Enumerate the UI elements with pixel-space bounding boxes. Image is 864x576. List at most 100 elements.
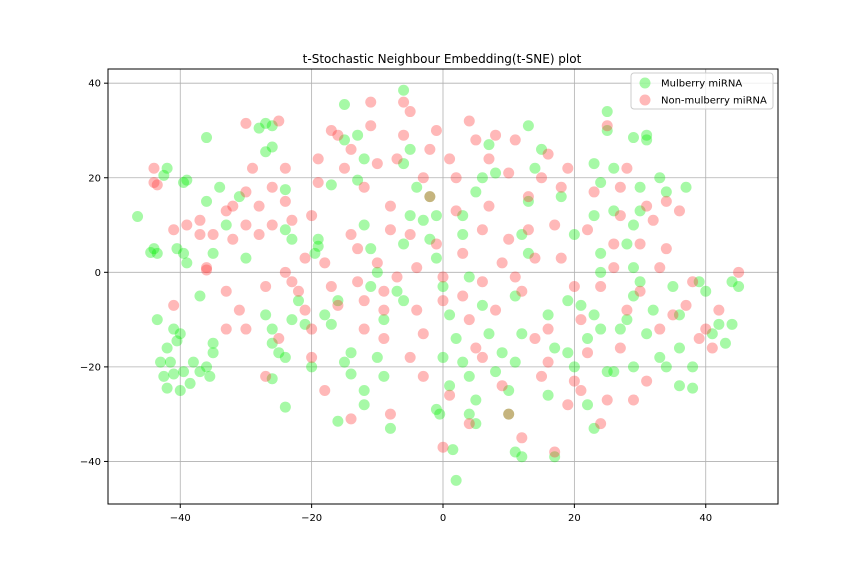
- data-point: [201, 132, 213, 144]
- y-tick-label: −20: [80, 362, 101, 373]
- x-tick-label: 0: [440, 513, 446, 524]
- data-point: [457, 290, 469, 302]
- data-point: [536, 172, 548, 184]
- data-point: [358, 385, 370, 397]
- data-point: [312, 233, 324, 245]
- data-point: [266, 323, 278, 335]
- data-point: [562, 347, 574, 359]
- data-point: [608, 162, 620, 174]
- data-point: [608, 205, 620, 217]
- data-point: [680, 299, 692, 311]
- data-point: [404, 106, 416, 118]
- data-point: [575, 314, 587, 326]
- data-point: [345, 228, 357, 240]
- data-point: [286, 233, 298, 245]
- data-point: [181, 257, 193, 269]
- data-point: [457, 210, 469, 222]
- data-point: [434, 408, 446, 420]
- data-point: [568, 375, 580, 387]
- data-point: [345, 413, 357, 425]
- data-point: [325, 124, 337, 136]
- data-point: [555, 191, 567, 203]
- data-point: [641, 134, 653, 146]
- data-point: [194, 228, 206, 240]
- data-point: [161, 382, 173, 394]
- data-point: [358, 153, 370, 165]
- data-point: [614, 210, 626, 222]
- data-point: [463, 418, 475, 430]
- data-point: [496, 257, 508, 269]
- data-point: [365, 281, 377, 292]
- data-point: [621, 162, 633, 174]
- data-point: [660, 186, 672, 198]
- data-point: [654, 172, 666, 184]
- data-point: [582, 399, 594, 411]
- y-tick-label: −40: [80, 457, 101, 468]
- data-point: [424, 191, 436, 203]
- data-point: [693, 276, 705, 288]
- data-point: [634, 205, 646, 217]
- data-point: [490, 366, 502, 378]
- data-point: [575, 299, 587, 311]
- data-point: [687, 361, 699, 373]
- data-point: [627, 262, 639, 274]
- data-point: [240, 186, 252, 198]
- data-point: [621, 314, 633, 326]
- data-point: [700, 285, 712, 297]
- data-point: [391, 271, 403, 283]
- data-point: [627, 394, 639, 406]
- data-point: [575, 385, 587, 397]
- data-point: [171, 335, 183, 347]
- data-point: [447, 444, 459, 456]
- data-point: [529, 252, 541, 264]
- data-point: [201, 264, 213, 276]
- data-point: [247, 162, 259, 174]
- data-point: [279, 195, 291, 207]
- data-point: [319, 257, 331, 269]
- data-point: [588, 158, 600, 170]
- data-point: [148, 176, 160, 188]
- data-point: [450, 172, 462, 184]
- data-point: [345, 347, 357, 359]
- data-point: [476, 224, 488, 236]
- data-point: [476, 351, 488, 363]
- data-point: [227, 233, 239, 245]
- data-point: [627, 361, 639, 373]
- data-point: [151, 314, 163, 326]
- data-point: [463, 314, 475, 326]
- x-tick-label: 40: [699, 513, 712, 524]
- data-point: [214, 181, 226, 193]
- data-point: [549, 446, 561, 458]
- data-point: [713, 318, 725, 330]
- data-point: [430, 238, 442, 250]
- data-point: [726, 318, 738, 330]
- data-point: [522, 120, 534, 132]
- data-point: [345, 143, 357, 155]
- data-point: [266, 120, 278, 132]
- data-point: [292, 295, 304, 307]
- data-point: [516, 228, 528, 240]
- data-point: [437, 295, 449, 307]
- data-point: [549, 219, 561, 231]
- data-point: [365, 243, 377, 255]
- data-point: [450, 205, 462, 217]
- data-point: [417, 172, 429, 184]
- legend-label: Mulberry miRNA: [661, 79, 742, 90]
- data-point: [582, 347, 594, 359]
- data-point: [614, 342, 626, 354]
- data-point: [384, 408, 396, 420]
- data-point: [470, 394, 482, 406]
- data-point: [673, 205, 685, 217]
- legend-box: [630, 72, 774, 110]
- data-point: [529, 333, 541, 345]
- data-point: [378, 314, 390, 326]
- data-point: [325, 318, 337, 330]
- data-point: [463, 408, 475, 420]
- data-point: [470, 342, 482, 354]
- data-point: [411, 181, 423, 193]
- data-point: [522, 191, 534, 203]
- data-point: [266, 181, 278, 193]
- data-point: [145, 246, 157, 258]
- data-point: [503, 233, 515, 245]
- data-point: [233, 191, 245, 203]
